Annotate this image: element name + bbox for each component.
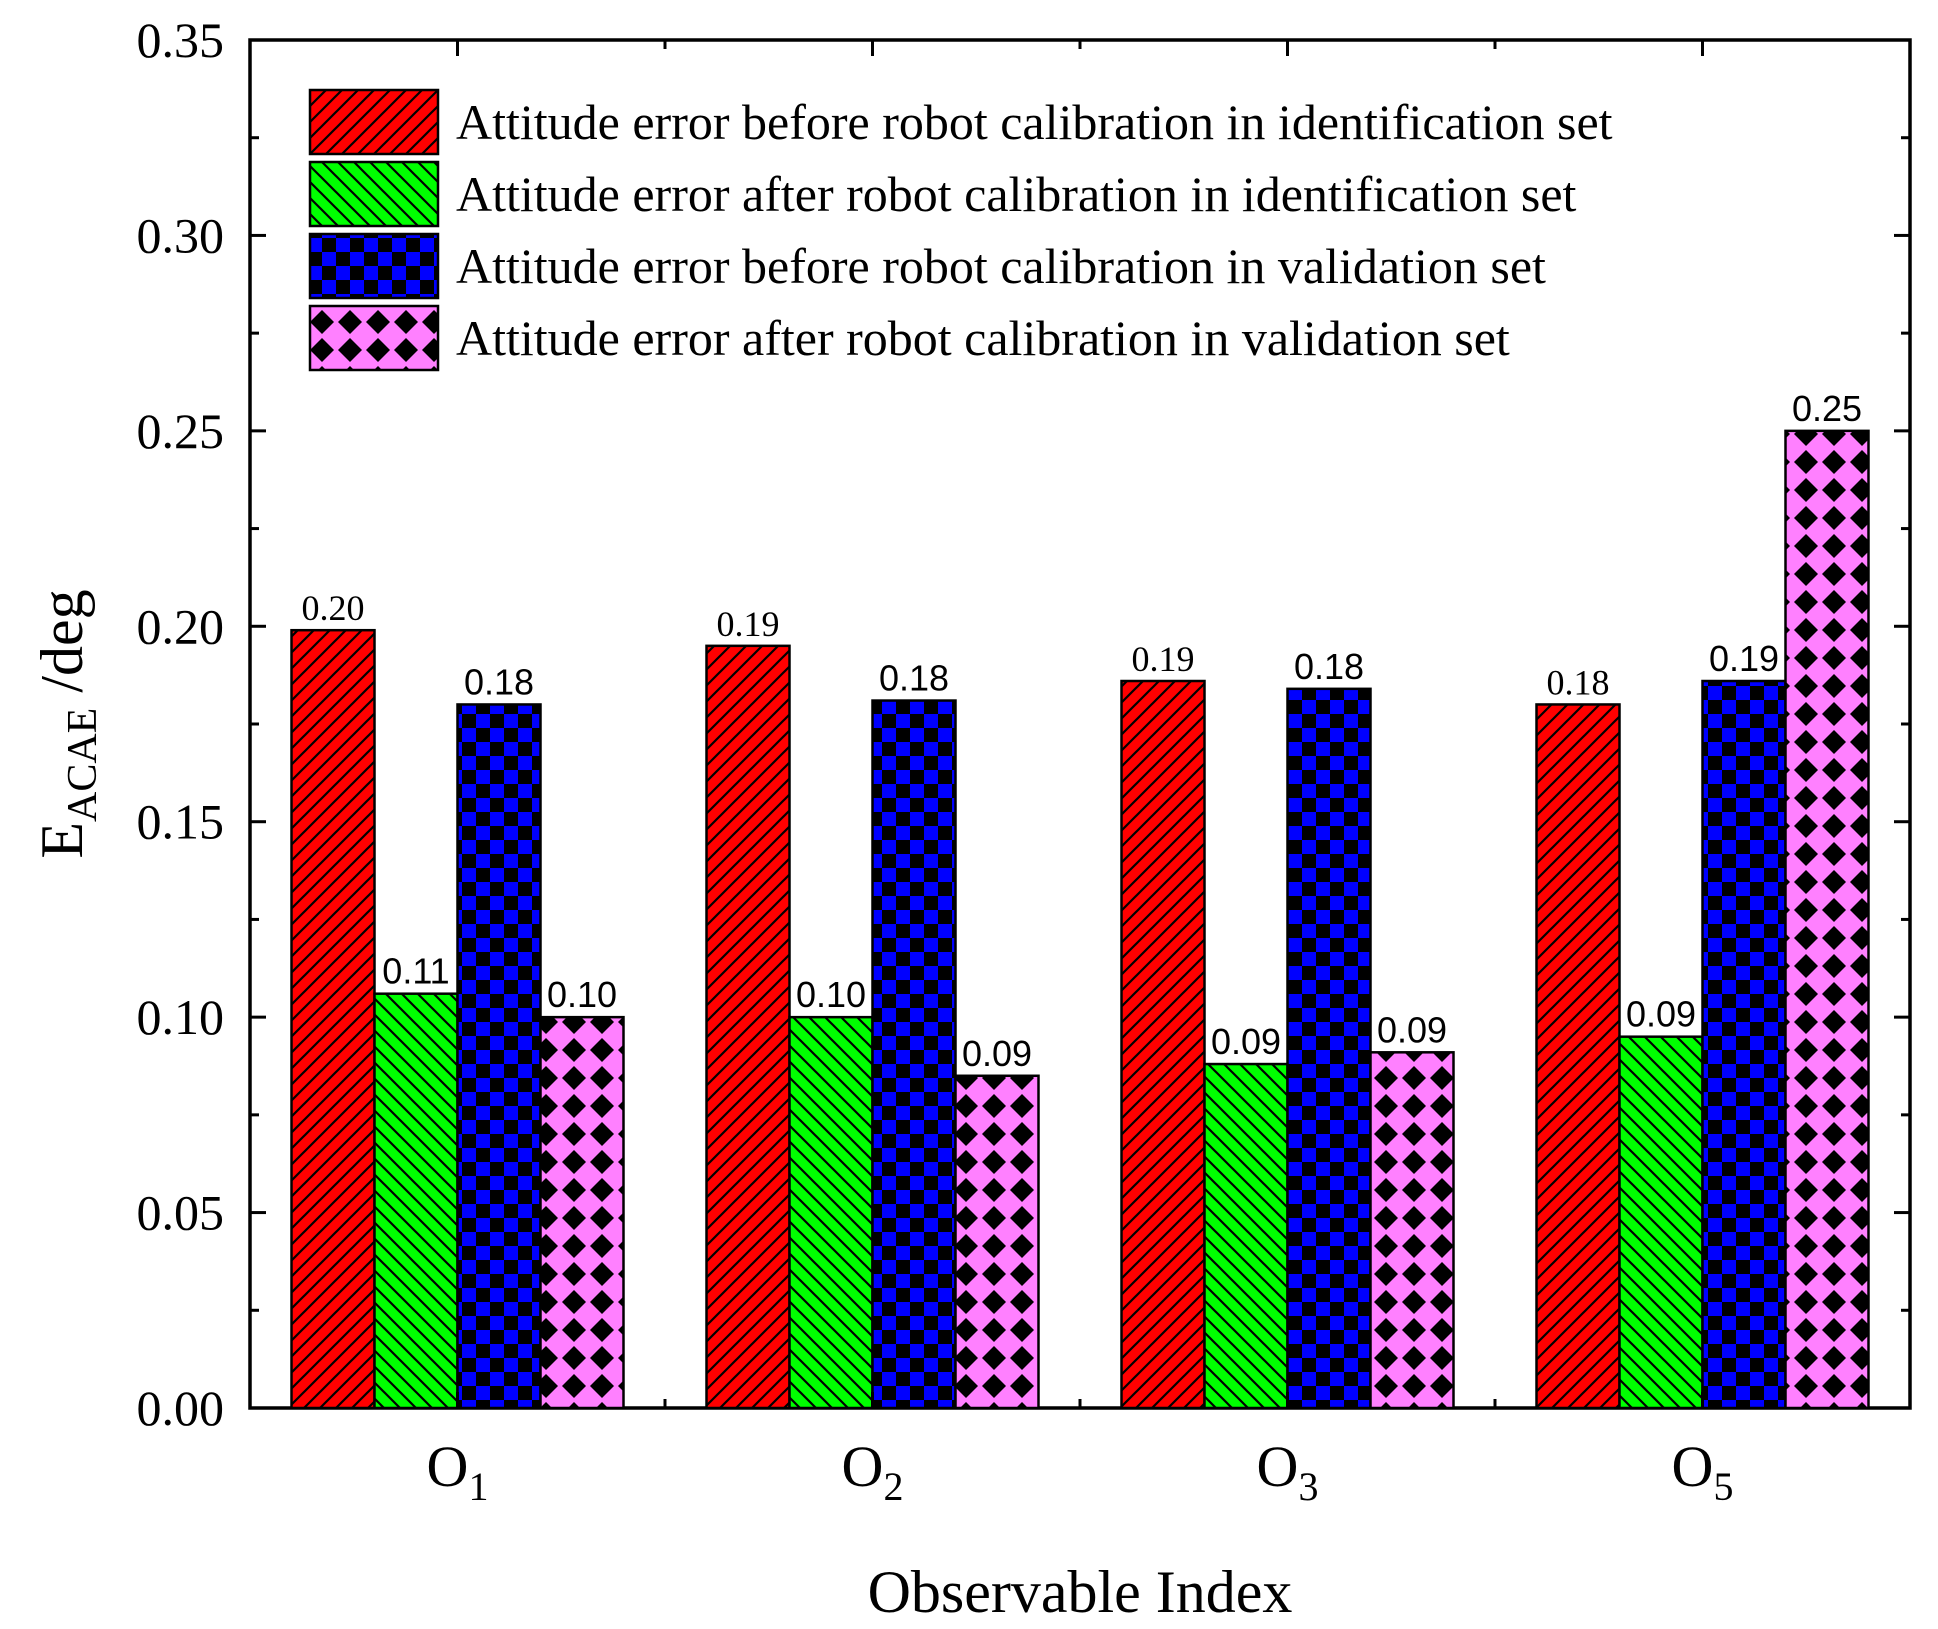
bar-value-label: 0.11: [382, 951, 449, 992]
bar-series-2: [788, 1015, 874, 1410]
bar-value-label: 0.09: [1626, 994, 1696, 1035]
plot-layer: 0.00 0.05 0.10 0.15 0.20 0.25 0.30 0.35 0.20 0.11…: [29, 12, 1912, 1625]
bar-series-3: [456, 703, 542, 1410]
legend-swatch-2: [308, 160, 440, 228]
bar-value-label: 0.25: [1792, 388, 1862, 429]
bar-value-label: 0.10: [796, 974, 866, 1015]
x-tick-label: O3: [1257, 1434, 1319, 1509]
legend-label-1: Attitude error before robot calibration …: [456, 94, 1613, 150]
bar-value-label: 0.10: [547, 974, 617, 1015]
bar-value-label: 0.20: [302, 588, 365, 628]
bar-series-1: [290, 628, 376, 1410]
bar-series-2: [373, 992, 459, 1410]
bar-value-label: 0.18: [464, 661, 534, 702]
bar-value-label: 0.09: [962, 1033, 1032, 1074]
bar-series-4: [1369, 1051, 1455, 1410]
bar-series-3: [871, 699, 957, 1410]
x-tick-label: O5: [1672, 1434, 1734, 1509]
y-tick-label: 0.20: [137, 598, 225, 654]
bar-series-1: [705, 644, 791, 1410]
legend-swatch-4: [308, 304, 440, 372]
legend-swatch-1: [308, 88, 440, 156]
bar-value-label: 0.19: [1132, 639, 1195, 679]
bar-series-2: [1618, 1035, 1704, 1410]
bar-value-label: 0.18: [1547, 662, 1610, 702]
y-tick-label: 0.30: [137, 207, 225, 263]
bar-value-label: 0.09: [1377, 1009, 1447, 1050]
legend-swatch-3: [308, 232, 440, 300]
bar-series-4: [954, 1074, 1040, 1410]
bar-series-2: [1203, 1062, 1289, 1410]
y-tick-label: 0.35: [137, 12, 225, 68]
bar-series-3: [1286, 687, 1372, 1410]
legend: Attitude error before robot calibration …: [308, 88, 1613, 372]
bar-value-label: 0.18: [879, 658, 949, 699]
bar-value-label: 0.18: [1294, 646, 1364, 687]
bar-value-label: 0.19: [1709, 638, 1779, 679]
legend-label-3: Attitude error before robot calibration …: [456, 238, 1546, 294]
y-tick-label: 0.10: [137, 989, 225, 1045]
x-tick-label: O1: [427, 1434, 489, 1509]
bar-series-4: [539, 1015, 625, 1410]
legend-label-4: Attitude error after robot calibration i…: [456, 310, 1510, 366]
y-tick-label: 0.00: [137, 1380, 225, 1436]
bar-series-4: [1784, 429, 1870, 1410]
bar-series-3: [1701, 679, 1787, 1410]
bar-value-label: 0.19: [717, 604, 780, 644]
legend-label-2: Attitude error after robot calibration i…: [456, 166, 1577, 222]
bar-value-label: 0.09: [1211, 1021, 1281, 1062]
bar-series-1: [1120, 679, 1206, 1410]
y-tick-label: 0.15: [137, 794, 225, 850]
y-axis-title: EACAE /deg: [29, 589, 106, 858]
x-tick-label: O2: [842, 1434, 904, 1509]
y-tick-label: 0.25: [137, 403, 225, 459]
y-tick-label: 0.05: [137, 1185, 225, 1241]
x-axis-title: Observable Index: [868, 1559, 1293, 1625]
bar-series-1: [1535, 703, 1621, 1410]
